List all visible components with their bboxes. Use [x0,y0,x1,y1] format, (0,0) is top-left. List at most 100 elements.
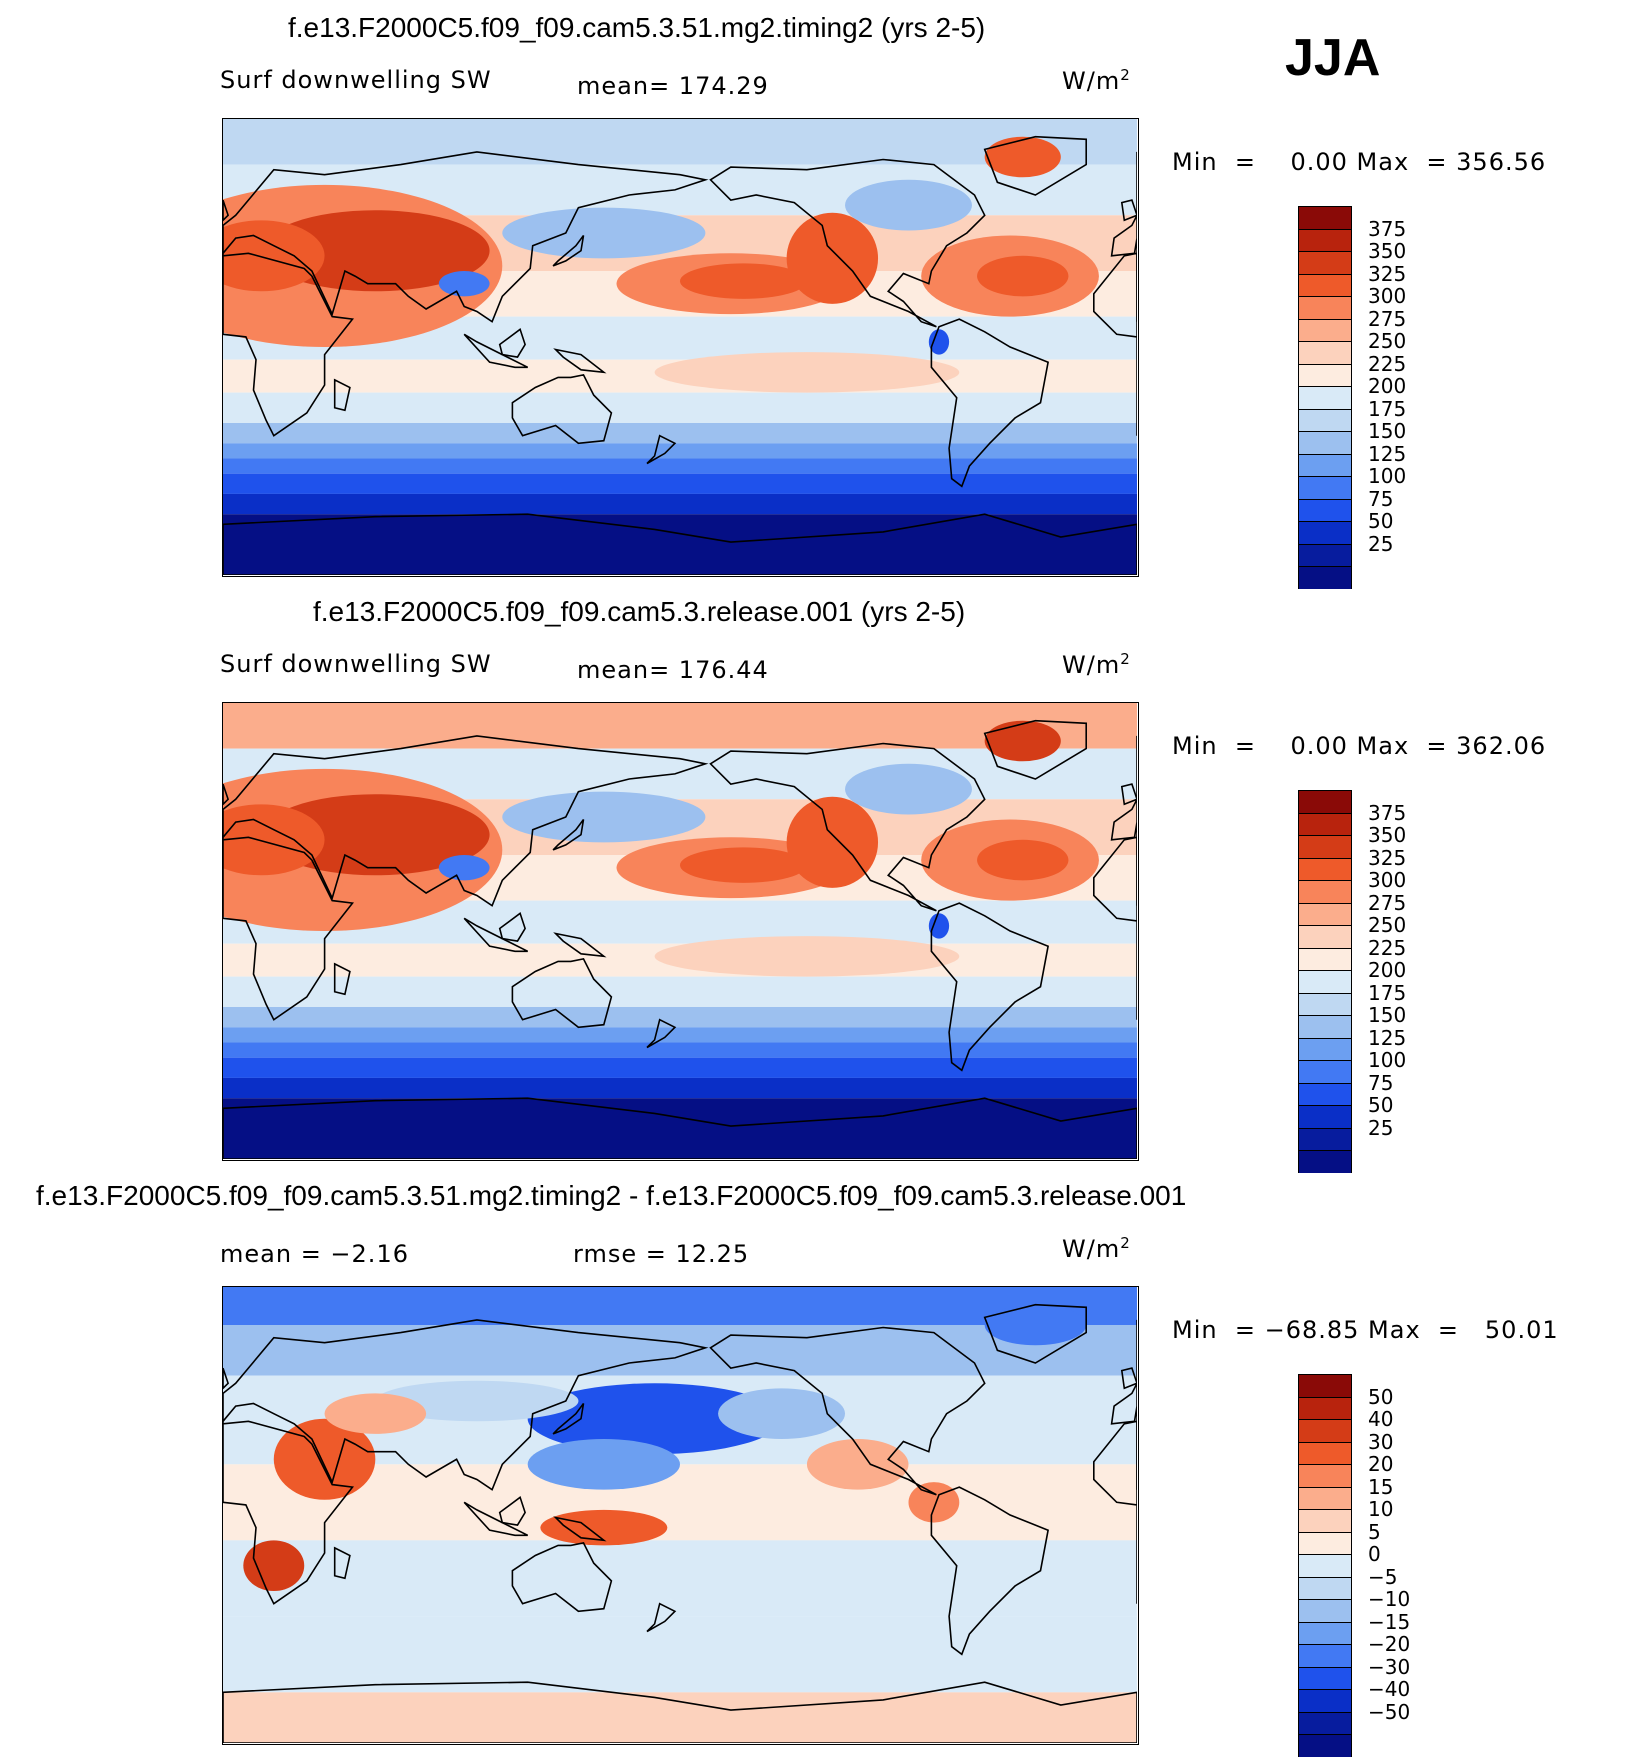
coastline-africa [223,836,355,1021]
coastline-australia [511,957,613,1029]
field-region [438,855,490,881]
colorbar-swatch [1299,1644,1351,1667]
colorbar-swatch [1299,228,1351,251]
field-band [223,1464,1137,1541]
coastline-africa-west [1093,836,1137,1020]
min-max-label: Min = 0.00 Max = 356.56 [1172,148,1547,176]
coastline-samerica [930,318,1050,488]
colorbar-swatch [1299,1531,1351,1554]
colorbar-tick-label: 175 [1368,980,1407,1005]
coastline-antarctica [223,1097,1137,1159]
colorbar-swatch [1299,1734,1351,1757]
coastline-uk [223,199,230,222]
colorbar-swatch [1299,1037,1351,1060]
field-band [223,1007,1137,1028]
colorbar-swatch [1299,857,1351,880]
colorbar-tick-label: 125 [1368,1025,1407,1050]
colorbar-swatch [1299,273,1351,296]
coastline-greenland [983,135,1087,196]
coastline-eurasia [223,735,709,907]
coastline-indonesia [463,917,529,953]
colorbar-swatch [1299,790,1351,813]
colorbar-swatch [1299,1554,1351,1577]
field-region [243,1540,305,1591]
units-label: W/m2 [1062,1234,1131,1263]
colorbar-swatch [1299,1599,1351,1622]
colorbar-tick-label: 300 [1368,868,1407,892]
colorbar-tick-label: −30 [1368,1654,1411,1679]
field-region [273,1418,376,1500]
colorbar-tick-label: 20 [1368,1452,1394,1476]
colorbar-swatch [1299,1486,1351,1509]
coastline-nz [646,1018,677,1049]
colorbar-tick-label: 0 [1368,1542,1381,1566]
field-region [786,796,879,888]
colorbar-tick-label: 40 [1368,1407,1394,1431]
season-label: JJA [1285,29,1381,87]
field-region [438,271,490,297]
coastline-samerica [930,902,1050,1072]
colorbar-tick-label: 300 [1368,284,1407,308]
field-region [928,329,950,355]
coastline-newguinea [553,1516,607,1542]
colorbar-swatch [1299,363,1351,386]
colorbar-tick-label: 175 [1368,396,1407,421]
coastline-eurasia [223,1319,709,1491]
field-region [806,1439,909,1490]
coastline-madagascar [333,962,351,996]
field-region [540,1509,668,1546]
min-max-label: Min = −68.85 Max = 50.01 [1172,1316,1559,1344]
colorbar-tick-label: 30 [1368,1429,1394,1454]
mean-label: mean = −2.16 [220,1240,409,1268]
colorbar-swatch [1299,1509,1351,1532]
field-region [654,936,960,977]
colorbar-tick-label: −15 [1368,1609,1411,1634]
colorbar-tick-label: 375 [1368,216,1407,241]
colorbar-tick-label: 100 [1368,464,1407,488]
field-region [984,1304,1087,1346]
colorbar-tick-label: 150 [1368,1003,1407,1027]
colorbar-tick-label: 325 [1368,261,1407,286]
colorbar-swatch [1299,543,1351,566]
coastline-samerica [930,1486,1050,1656]
field-region [375,1380,579,1422]
map-svg [223,119,1137,575]
colorbar-tick-label: 75 [1368,486,1394,511]
colorbar-swatch [1299,386,1351,409]
colorbar-swatch [1299,1621,1351,1644]
colorbar-tick-label: −40 [1368,1677,1411,1701]
colorbar-swatch [1299,1150,1351,1173]
field-band [223,976,1137,1007]
colorbar-swatch [1299,925,1351,948]
colorbar-tick-label: 50 [1368,509,1394,533]
coastline-namerica [709,1326,986,1496]
colorbar-swatch [1299,318,1351,341]
colorbar-tick-label: 5 [1368,1519,1381,1544]
colorbar-swatch [1299,251,1351,274]
colorbar-tick-label: 25 [1368,1115,1394,1140]
coastline-madagascar [333,378,351,412]
contour-map [222,702,1139,1161]
colorbar-swatch [1299,408,1351,431]
coastline-greenland [983,1303,1087,1364]
units-label: W/m2 [1062,66,1131,95]
coastline-australia [511,373,613,445]
coastline-uk-west [1120,199,1137,222]
colorbar-tick-label: −50 [1368,1699,1411,1724]
colorbar-tick-label: −5 [1368,1564,1398,1589]
coastline-uk-west [1120,1367,1137,1390]
colorbar-swatch [1299,1711,1351,1734]
field-band [223,1540,1137,1617]
field-band [223,443,1137,459]
panel-title: f.e13.F2000C5.f09_f09.cam5.3.51.mg2.timi… [36,1180,1187,1211]
coastline-japan [552,235,585,267]
field-band [223,458,1137,474]
field-region [223,804,325,876]
colorbar-swatch [1299,1396,1351,1419]
panel-title: f.e13.F2000C5.f09_f09.cam5.3.51.mg2.timi… [288,12,986,43]
colorbar-swatch [1299,1127,1351,1150]
colorbar-swatch [1299,970,1351,993]
min-max-label: Min = 0.00 Max = 362.06 [1172,732,1547,760]
field-band [223,1692,1137,1743]
contour-map [222,1286,1139,1745]
